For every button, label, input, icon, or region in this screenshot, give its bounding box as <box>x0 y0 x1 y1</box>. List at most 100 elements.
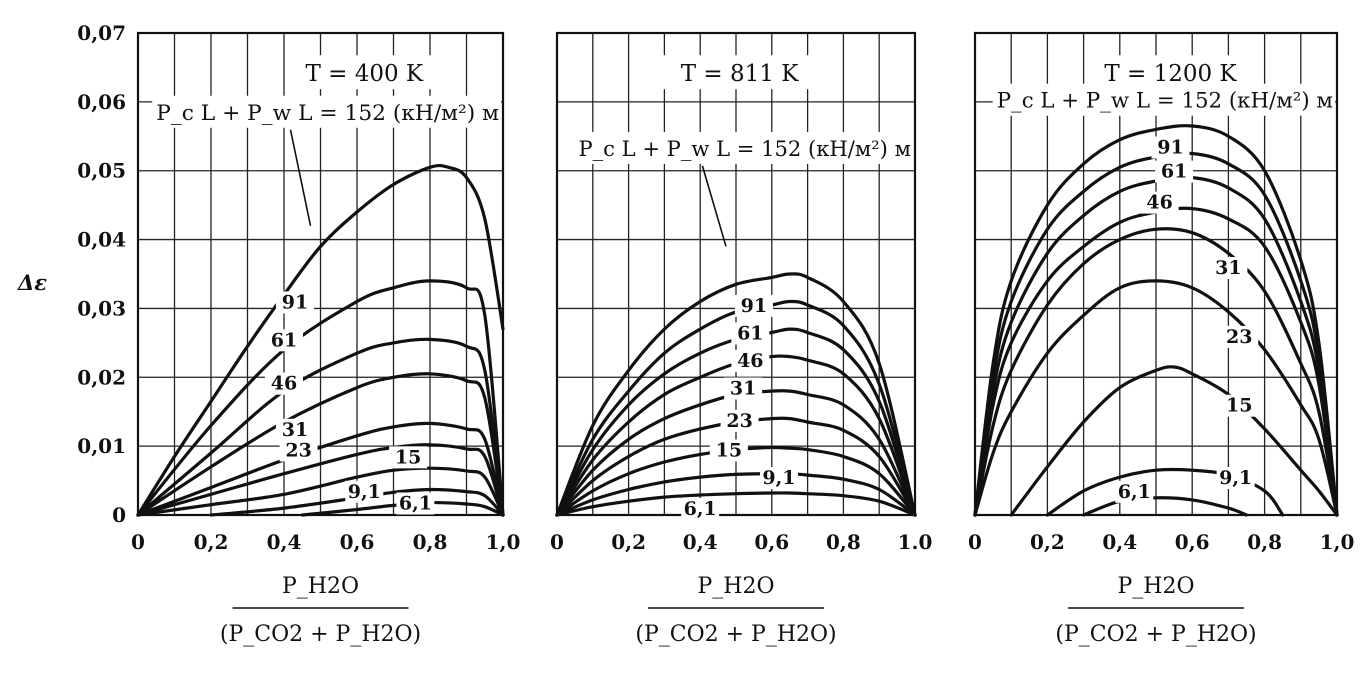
series-label: 23 <box>1226 326 1252 348</box>
series-label: 6,1 <box>399 492 432 514</box>
series-label: 31 <box>282 419 308 441</box>
series-label-bg <box>709 439 748 462</box>
series-label-bg <box>731 322 770 345</box>
series-line-15 <box>136 466 505 517</box>
param-leader-line <box>289 129 312 226</box>
series-label-bg <box>1209 257 1248 279</box>
panel-title: T = 811 K <box>681 61 799 87</box>
series-label-bg <box>1155 160 1194 183</box>
x-tick-label: 0,4 <box>1102 530 1137 554</box>
series-label-bg <box>1151 136 1190 159</box>
series-label: 15 <box>1226 395 1252 417</box>
x-tick-label: 0,4 <box>267 530 302 554</box>
x-tick-label: 0,2 <box>611 530 646 554</box>
series-line-9-1 <box>209 487 505 517</box>
series-label-bg <box>1220 394 1259 417</box>
series-label-bg <box>345 480 384 503</box>
x-tick-label: 0,4 <box>683 530 718 554</box>
series-label: 91 <box>1157 137 1183 159</box>
series-label-bg <box>1220 325 1259 348</box>
series-label: 6,1 <box>684 498 717 520</box>
series-label: 91 <box>282 291 308 313</box>
series-label-bg <box>1216 467 1255 490</box>
param-label-bg <box>574 131 913 164</box>
x-axis-label: P_H2O (P_CO2 + P_H2O) <box>220 574 421 647</box>
series-label: 31 <box>1215 257 1241 279</box>
x-tick-label: 0,8 <box>413 530 448 554</box>
param-leader-line <box>701 165 727 247</box>
series-label: 15 <box>395 446 421 468</box>
series-label: 46 <box>271 373 297 395</box>
x-axis-label-numerator: P_H2O <box>1117 574 1194 599</box>
x-axis-label-numerator: P_H2O <box>697 574 774 599</box>
series-label-bg <box>1115 480 1154 503</box>
series-line-9-1 <box>1045 467 1285 517</box>
plot-frame <box>555 31 917 517</box>
series-label: 61 <box>737 322 763 344</box>
x-axis-label-numerator: P_H2O <box>282 574 359 599</box>
y-tick-label: 0,07 <box>77 21 126 45</box>
series-line-9-1 <box>555 471 917 517</box>
series-label: 61 <box>1161 161 1187 183</box>
x-tick-label: 0,8 <box>1247 530 1282 554</box>
param-label: P_c L + P_w L = 152 (кН/м²) м <box>578 137 911 161</box>
series-label: 9,1 <box>762 467 795 489</box>
series-line-6-1 <box>1082 496 1249 517</box>
x-tick-label: 0 <box>550 530 564 554</box>
series-line-31 <box>973 227 1339 517</box>
series-label: 46 <box>737 350 763 372</box>
series-line-46 <box>136 372 505 517</box>
series-line-6-1 <box>555 491 917 517</box>
x-tick-label: 1.0 <box>898 530 933 554</box>
series-label-bg <box>275 418 314 441</box>
series-label-bg <box>731 349 770 372</box>
y-tick-label: 0,05 <box>77 159 126 183</box>
x-axis-label-denominator: (P_CO2 + P_H2O) <box>220 622 421 647</box>
series-line-31 <box>136 421 505 517</box>
series-label: 61 <box>271 329 297 351</box>
y-tick-label: 0 <box>112 503 126 527</box>
series-label-bg <box>279 439 318 462</box>
series-label: 9,1 <box>348 481 381 503</box>
panel-title: T = 1200 K <box>1104 61 1237 87</box>
series-label-bg <box>265 372 303 395</box>
series-label-bg <box>275 291 314 314</box>
title-bg <box>661 55 818 90</box>
series-line-91 <box>136 279 505 517</box>
panel-400k: 0 0,2 0,4 0,6 0,8 1,0 0 0,01 0,02 0,03 0,04 0,05 0,0… <box>77 21 520 647</box>
series-line-15 <box>1009 365 1339 517</box>
series-label-bg <box>396 492 435 515</box>
x-axis-label: P_H2O (P_CO2 + P_H2O) <box>635 574 836 647</box>
series-label: 31 <box>730 378 756 400</box>
param-label: P_c L + P_w L = 152 (кН/м²) м <box>156 101 499 125</box>
x-tick-label: 0,2 <box>194 530 229 554</box>
y-tick-label: 0,04 <box>77 228 126 252</box>
series-line-152 <box>555 272 917 517</box>
plot-frame <box>973 31 1339 517</box>
x-tick-label: 0,6 <box>754 530 789 554</box>
series-label: 91 <box>741 295 767 317</box>
x-axis-label-denominator: (P_CO2 + P_H2O) <box>635 622 836 647</box>
series-label: 15 <box>716 439 742 461</box>
series-line-152 <box>136 163 505 517</box>
series-label: 46 <box>1146 192 1172 214</box>
series-label: 6,1 <box>1118 481 1151 503</box>
series-label-bg <box>724 377 763 400</box>
title-bg <box>286 55 443 90</box>
grid <box>557 33 915 515</box>
series-label-bg <box>720 409 759 432</box>
x-tick-label: 0,6 <box>340 530 375 554</box>
series-label-bg <box>734 294 773 317</box>
series-label-bg <box>1140 191 1179 214</box>
y-tick-label: 0,02 <box>77 365 126 389</box>
series-line-23 <box>973 279 1339 517</box>
y-tick-label: 0,06 <box>77 90 126 114</box>
plot-frame <box>136 31 505 517</box>
panel-title: T = 400 K <box>305 61 423 87</box>
x-tick-label: 0,8 <box>826 530 861 554</box>
param-label-bg <box>992 83 1335 116</box>
x-tick-label: 0 <box>968 530 982 554</box>
panel-811k: 0 0,2 0,4 0,6 0,8 1.0 91 61 46 31 23 15 9,1 6,1 T = 81… <box>550 31 933 647</box>
